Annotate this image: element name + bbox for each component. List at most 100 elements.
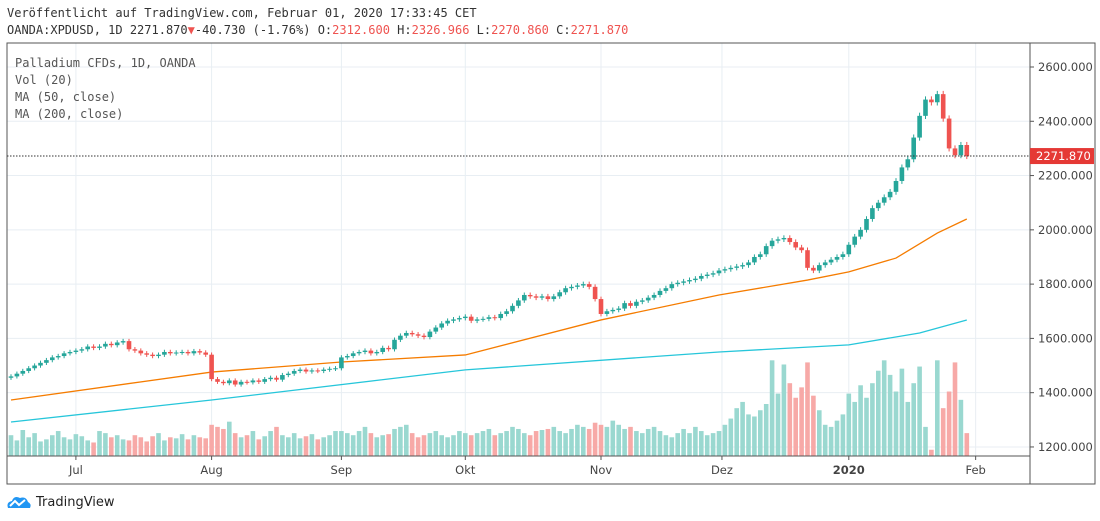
candle-body [480,318,486,320]
candle-body [91,346,96,348]
candle-body [227,380,232,384]
candle-body [828,259,834,263]
candle-body [876,202,881,209]
volume-bar [563,433,568,456]
symbol-line: OANDA:XPDUSD, 1D 2271.870▼-40.730 (-1.76… [7,23,628,37]
down-arrow-icon: ▼ [187,23,195,37]
tradingview-cloud-icon [7,497,31,508]
volume-bar [333,431,338,456]
close-label: C: [556,23,571,37]
candle-body [168,351,173,354]
volume-bar [734,408,739,456]
volume-bar [893,391,899,456]
volume-bar [126,440,132,456]
candle-body [179,351,185,353]
price-tick-label: 2000.000 [1038,223,1093,237]
volume-bar [586,428,592,456]
candle-body [598,299,604,314]
candle-body [185,351,191,354]
volume-bar [386,434,391,456]
candle-body [79,349,85,351]
volume-bar [433,431,439,456]
candle-body [85,346,90,350]
volume-bar [817,410,822,456]
candle-body [197,351,203,353]
candle-body [345,356,350,358]
candle-body [527,294,533,297]
volume-bar [522,433,527,456]
volume-bar [935,360,940,456]
candle-body [640,300,645,302]
change: -40.730 (-1.76%) [194,23,311,37]
volume-bar [811,395,816,456]
candle-body [805,250,810,268]
candle-body [463,316,468,319]
volume-bar [775,393,781,456]
volume-bar [527,435,533,456]
price-tick-label: 2400.000 [1038,114,1093,128]
candle-body [268,377,273,380]
candle-body [870,208,875,219]
price-tick-label: 2200.000 [1038,169,1093,183]
volume-bar [740,401,745,456]
candle-body [852,236,857,245]
volume-bar [409,433,415,456]
candle-body [887,191,893,198]
candle-body [144,353,149,355]
candle-body [421,335,427,338]
volume-bar [881,360,887,456]
volume-bar [309,434,315,456]
volume-bar [268,431,273,456]
candle-body [604,311,610,314]
candle-body [545,296,551,300]
volume-bar [61,437,67,456]
candle-body [215,379,220,382]
candle-body [209,354,214,380]
volume-bar [132,435,138,456]
volume-bar [291,433,297,456]
volume-bar [799,387,804,456]
candle-body [221,381,226,384]
volume-bar [693,426,698,456]
candle-body [73,350,79,352]
candle-body [923,99,928,116]
candle-body [699,275,704,279]
tradingview-logo[interactable]: TradingView [6,494,115,510]
time-tick-label: Okt [455,463,476,477]
candle-body [409,332,415,335]
volume-bar [315,439,321,456]
candle-body [787,237,793,243]
volume-bar [929,449,934,456]
candle-body [256,380,262,382]
volume-bar [238,437,244,456]
volume-bar [392,428,397,456]
candle-body [26,368,31,371]
candle-body [657,290,663,295]
volume-bar [150,436,155,456]
volume-bar [350,435,356,456]
logo-text: TradingView [36,494,115,510]
candle-body [734,266,739,268]
volume-bar [232,433,238,456]
price-tick-label: 2600.000 [1038,60,1093,74]
price-tick-label: 1200.000 [1038,440,1093,454]
volume-bar [787,383,793,456]
volume-bar [415,437,421,456]
volume-bar [492,435,498,456]
volume-bar [32,433,37,456]
volume-bar [339,431,344,456]
volume-bar [746,414,751,456]
candle-body [97,346,102,348]
candle-body [50,357,55,361]
candle-body [840,254,846,257]
volume-bar [103,433,108,456]
volume-bar [610,420,616,456]
candle-body [109,343,114,346]
candle-body [126,341,132,350]
candle-body [581,284,586,286]
candle-body [864,218,869,230]
candle-body [935,94,940,103]
candle-body [758,254,763,257]
volume-bar [551,426,557,456]
